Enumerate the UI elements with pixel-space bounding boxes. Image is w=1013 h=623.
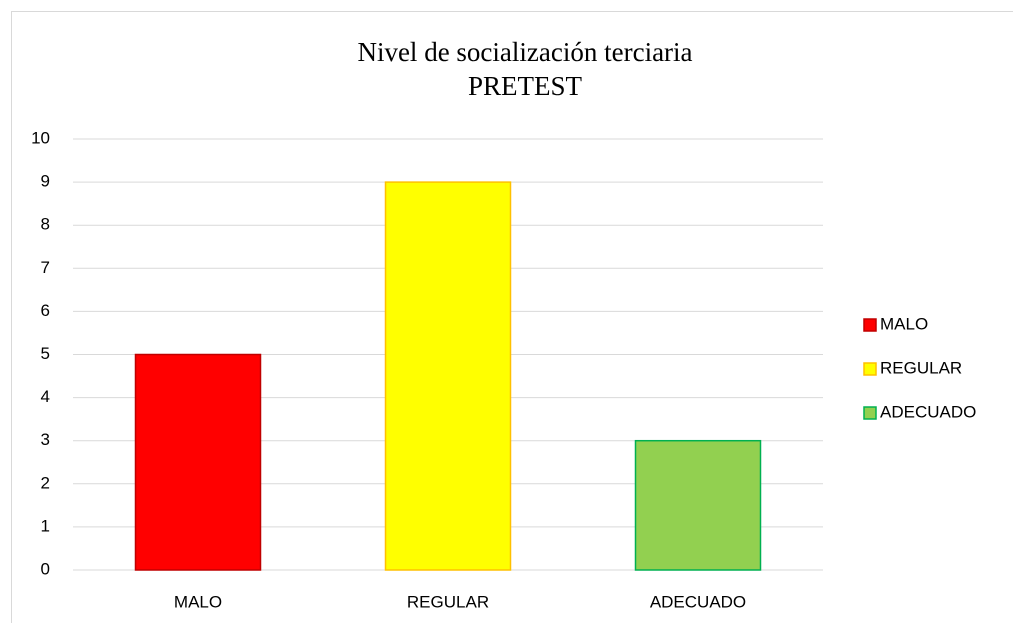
y-tick-label: 10	[31, 128, 50, 147]
y-tick-label: 0	[41, 559, 50, 578]
y-tick-label: 4	[41, 387, 50, 406]
bar	[384, 181, 512, 571]
legend-swatch	[863, 362, 877, 376]
legend-swatch	[863, 406, 877, 420]
y-tick-label: 3	[41, 430, 50, 449]
legend-swatch	[863, 318, 877, 332]
legend-label: ADECUADO	[880, 402, 976, 421]
y-tick-label: 9	[41, 172, 50, 191]
x-tick-label: REGULAR	[407, 592, 489, 611]
bar	[134, 353, 262, 571]
bar	[634, 439, 762, 571]
y-tick-label: 6	[41, 301, 50, 320]
chart-title: Nivel de socialización terciaria	[357, 37, 692, 67]
y-tick-label: 2	[41, 473, 50, 492]
y-tick-label: 7	[41, 258, 50, 277]
x-tick-label: MALO	[174, 592, 222, 611]
chart-subtitle: PRETEST	[468, 71, 583, 101]
y-tick-label: 8	[41, 215, 50, 234]
legend-label: MALO	[880, 314, 928, 333]
legend-label: REGULAR	[880, 358, 962, 377]
y-tick-label: 1	[41, 516, 50, 535]
x-tick-label: ADECUADO	[650, 592, 746, 611]
y-tick-label: 5	[41, 344, 50, 363]
